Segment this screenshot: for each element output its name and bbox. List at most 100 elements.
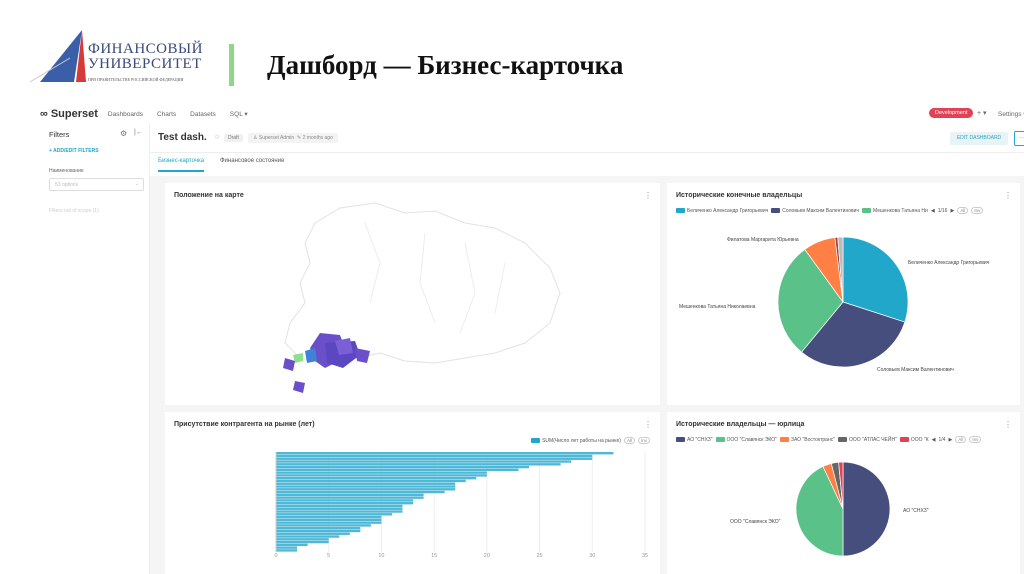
bar[interactable] — [276, 504, 403, 508]
pie-slice[interactable] — [842, 236, 909, 323]
filter-select[interactable]: 53 options ⌄ — [49, 178, 144, 191]
kebab-menu-icon[interactable]: ⋮ — [644, 191, 652, 200]
legend-item[interactable]: SUM(Число лет работы на рынке) — [531, 438, 621, 444]
bar[interactable] — [276, 510, 403, 513]
nav-dashboards[interactable]: Dashboards — [107, 110, 143, 118]
chart-title: Положение на карте — [174, 192, 244, 199]
bar[interactable] — [276, 499, 414, 502]
bar[interactable] — [276, 454, 593, 458]
legend-item[interactable]: ООО "АТЛАС ЧЕЙН" — [838, 437, 897, 443]
bar[interactable] — [276, 488, 456, 491]
dashboard-title[interactable]: Test dash. — [158, 132, 207, 143]
bar[interactable] — [276, 471, 487, 474]
legend-item[interactable]: Мешенкова Татьяна Ни — [862, 208, 928, 214]
legend-item[interactable]: ЗАО "Востоктранс" — [779, 437, 835, 443]
top-nav: ∞ Superset Dashboards Charts Datasets SQL… — [40, 104, 1024, 124]
nav-sql[interactable]: SQL ▾ — [229, 111, 248, 118]
bar[interactable] — [276, 485, 456, 488]
legend-item[interactable]: ООО "Славянск ЭКО" — [715, 437, 777, 443]
bar[interactable] — [276, 527, 361, 530]
bar[interactable] — [276, 513, 392, 516]
pie-slice[interactable] — [838, 461, 844, 510]
legend-all-button[interactable]: All — [623, 437, 635, 444]
pie-slice[interactable] — [795, 466, 844, 557]
bar[interactable] — [276, 529, 361, 533]
legend-item[interactable]: АО "СНХЗ" — [676, 437, 713, 443]
legend-inv-button[interactable]: Inv — [637, 437, 650, 444]
legend-all-button[interactable]: All — [955, 436, 967, 443]
bar[interactable] — [276, 524, 371, 527]
bar[interactable] — [276, 543, 308, 547]
settings-menu[interactable]: Settings ▾ — [998, 111, 1024, 118]
bar[interactable] — [276, 468, 519, 472]
bar[interactable] — [276, 465, 530, 469]
legend-item[interactable]: Соловьев Максим Валентинович — [771, 208, 859, 214]
bar[interactable] — [276, 463, 561, 466]
bar[interactable] — [276, 496, 424, 499]
star-icon[interactable]: ☆ — [214, 134, 221, 141]
collapse-icon[interactable]: |← — [134, 129, 143, 136]
legend-next-icon[interactable]: ▶ — [950, 207, 955, 214]
nav-datasets[interactable]: Datasets — [190, 110, 216, 118]
tab-financial-state[interactable]: Финансовое состояние — [220, 158, 285, 164]
legend-inv-button[interactable]: Inv — [971, 207, 984, 214]
kebab-menu-icon[interactable]: ⋮ — [644, 420, 652, 429]
bar[interactable] — [276, 538, 329, 541]
legend-item[interactable]: Беличенко Александр Григорьевич — [676, 208, 768, 214]
bar-chart[interactable] — [165, 412, 660, 574]
bar[interactable] — [276, 482, 456, 485]
map-chart[interactable] — [165, 183, 660, 405]
bar[interactable] — [276, 502, 414, 505]
bar[interactable] — [276, 549, 298, 552]
filters-title: Filters — [49, 130, 70, 139]
bar[interactable] — [276, 535, 340, 538]
add-filters-button[interactable]: + ADD/EDIT FILTERS — [49, 148, 99, 154]
bar[interactable] — [276, 515, 382, 519]
edit-dashboard-button[interactable]: EDIT DASHBOARD — [950, 132, 1008, 145]
bar[interactable] — [276, 460, 572, 463]
legend-prev-icon[interactable]: ◀ — [930, 207, 935, 214]
bar[interactable] — [276, 477, 477, 480]
gear-icon[interactable]: ⚙ — [120, 129, 128, 138]
pie-slice[interactable] — [837, 236, 844, 303]
bar[interactable] — [276, 532, 350, 535]
pencil-icon: ✎ — [296, 135, 302, 141]
bar[interactable] — [276, 479, 466, 483]
new-menu[interactable]: + ▾ — [977, 110, 987, 117]
pie-slice[interactable] — [842, 461, 891, 557]
bar[interactable] — [276, 507, 403, 510]
superset-logo[interactable]: ∞ Superset — [40, 108, 98, 120]
bar[interactable] — [276, 540, 329, 544]
legend-all-button[interactable]: All — [957, 207, 969, 214]
nav-charts[interactable]: Charts — [156, 110, 177, 118]
legend-inv-button[interactable]: Inv — [969, 436, 982, 443]
pie-slice[interactable] — [777, 248, 844, 353]
x-tick-label: 0 — [274, 553, 278, 559]
bar[interactable] — [276, 490, 445, 494]
tab-business-card[interactable]: Бизнес-карточка — [158, 158, 205, 172]
kebab-menu-icon[interactable]: ⋮ — [1004, 420, 1012, 429]
bar[interactable] — [276, 457, 593, 460]
university-logo: ФИНАНСОВЫЙ УНИВЕРСИТЕТ ПРИ ПРАВИТЕЛЬСТВЕ Р… — [30, 28, 220, 88]
pie-slice[interactable] — [801, 301, 906, 368]
status-badge[interactable]: Draft — [224, 134, 243, 142]
pie-chart[interactable] — [667, 183, 1020, 405]
bar[interactable] — [276, 493, 424, 497]
bar[interactable] — [276, 518, 382, 522]
bar[interactable] — [276, 452, 614, 455]
market-presence-card: Присутствие контрагента на рынке (лет) ⋮… — [165, 412, 660, 574]
legend-next-icon[interactable]: ▶ — [948, 436, 953, 443]
out-of-scope-filters[interactable]: Filters out of scope (1) — [49, 208, 99, 214]
pie-chart[interactable] — [667, 412, 1020, 574]
bar[interactable] — [276, 546, 298, 549]
bar[interactable] — [276, 474, 487, 477]
x-tick-label: 30 — [589, 553, 596, 559]
legend-prev-icon[interactable]: ◀ — [931, 436, 936, 443]
bar[interactable] — [276, 521, 382, 524]
kebab-menu-icon[interactable]: ⋮ — [1004, 191, 1012, 200]
more-button[interactable]: ··· — [1014, 131, 1024, 146]
user-icon: ♙ — [253, 135, 258, 141]
region-purple — [335, 338, 353, 355]
legend-item[interactable]: ООО "К — [899, 437, 929, 443]
chart-title: Присутствие контрагента на рынке (лет) — [174, 421, 315, 428]
